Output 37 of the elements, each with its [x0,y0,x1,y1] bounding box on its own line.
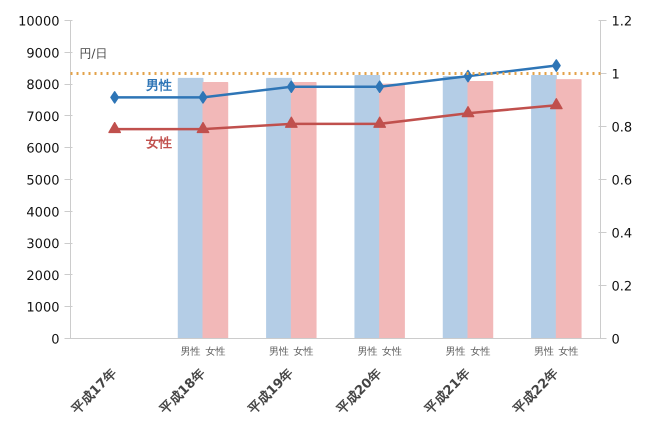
y-tick-label: 0 [51,332,60,348]
text: 女性 [294,346,314,358]
y-axis-title: 円/日 [79,46,108,60]
text: 女性 [382,346,402,358]
x-tick-label: 平成17年 [68,366,120,418]
y-tick-label: 7000 [26,110,60,125]
y-tick-label: 1000 [26,300,60,316]
text: 女性 [558,346,579,358]
x-tick-label: 平成19年 [244,366,297,418]
y-tick-label: 10000 [18,14,60,30]
y2-tick-label: 1.2 [612,14,632,30]
text: 男性 [446,346,466,358]
x-tick-label: 平成22年 [510,366,562,418]
text: 男性 [268,346,289,358]
y2-tick-label: 0.6 [612,174,632,188]
y2-tick-label: 0.2 [612,280,632,294]
y-tick-label: 3000 [26,237,60,252]
series-label: 男性 [144,78,172,94]
series-label: 女性 [144,136,172,152]
text: 男性 [534,346,554,358]
y-tick-label: 9000 [26,46,60,62]
y-tick-label: 5000 [26,174,60,188]
x-tick-label: 平成20年 [333,366,385,418]
series-label: 男性 [180,346,201,358]
y2-tick-label: 0 [612,332,620,348]
y2-tick-label: 0.8 [612,120,632,136]
y-tick-label: 4000 [26,205,60,220]
y-tick-label: 8000 [26,78,60,94]
text: 男性 [357,346,378,358]
x-tick-label: 平成18年 [156,366,208,418]
text: 女性 [470,346,490,358]
y2-tick-label: 0.4 [612,226,632,242]
series-label: 女性 [205,346,226,358]
y-tick-label: 6000 [26,142,60,157]
y2-tick-label: 1 [612,68,620,82]
x-tick-label: 平成21年 [422,366,474,418]
y-tick-label: 2000 [26,268,60,284]
